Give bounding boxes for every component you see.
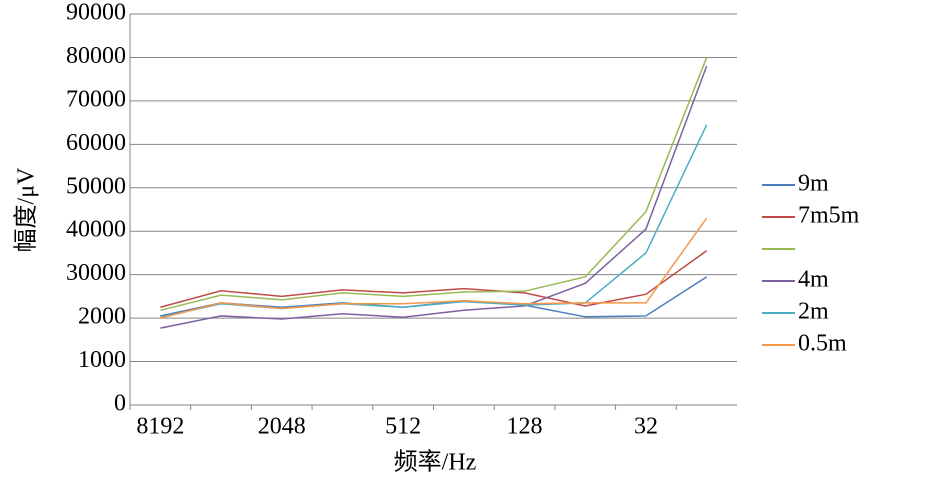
y-tick-label: 30000 <box>66 260 126 286</box>
x-tick-label: 32 <box>634 414 658 440</box>
y-tick-label: 70000 <box>66 86 126 112</box>
legend-label: 4m <box>798 267 829 293</box>
x-tick-label: 128 <box>507 414 543 440</box>
x-tick-label: 8192 <box>136 414 184 440</box>
x-tick-label: 512 <box>385 414 421 440</box>
legend-label: 9m <box>798 171 829 197</box>
y-tick-label: 2000 <box>78 304 126 330</box>
y-tick-label: 50000 <box>66 173 126 199</box>
x-axis-label: 频率/Hz <box>394 449 477 476</box>
series-line <box>160 65 708 329</box>
series-line <box>160 57 708 312</box>
series-line <box>160 124 708 318</box>
series-line <box>160 217 708 319</box>
y-tick-label: 60000 <box>66 130 126 156</box>
series-line <box>160 250 708 308</box>
y-tick-label: 0 <box>114 391 126 417</box>
y-tick-label: 1000 <box>78 347 126 373</box>
y-axis-label: 幅度/μV <box>13 167 40 253</box>
y-tick-label: 80000 <box>66 43 126 69</box>
y-tick-label: 90000 <box>66 0 126 26</box>
legend-label: 2m <box>798 299 829 325</box>
x-tick-label: 2048 <box>258 414 306 440</box>
legend-label: 7m5m <box>798 203 860 229</box>
y-tick-label: 40000 <box>66 217 126 243</box>
legend-label: 0.5m <box>798 331 847 357</box>
